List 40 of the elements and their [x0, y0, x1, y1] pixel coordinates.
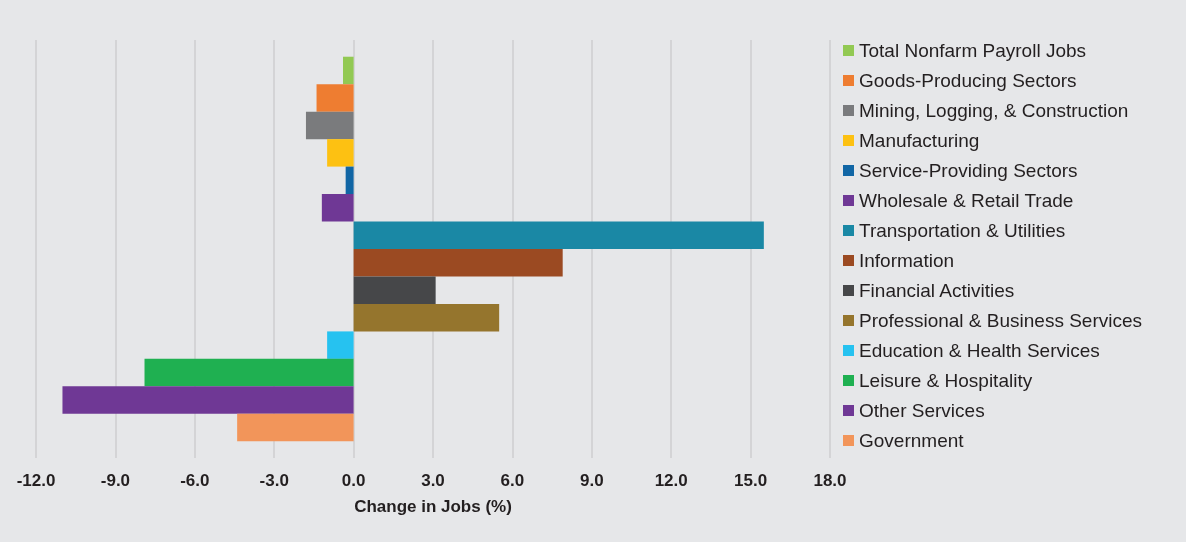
legend-label: Leisure & Hospitality	[859, 370, 1033, 391]
bar	[144, 358, 354, 387]
legend-label: Total Nonfarm Payroll Jobs	[859, 40, 1087, 61]
x-tick-label: 15.0	[734, 471, 768, 490]
bar	[353, 221, 764, 249]
x-tick-label: -6.0	[180, 471, 210, 490]
x-tick-label: 3.0	[421, 471, 445, 490]
bar	[343, 56, 354, 85]
legend-label: Mining, Logging, & Construction	[859, 100, 1129, 121]
x-tick-label: -9.0	[100, 471, 131, 490]
bar	[353, 249, 563, 277]
legend-label: Manufacturing	[859, 130, 980, 151]
bar	[327, 139, 354, 167]
bar	[345, 166, 354, 195]
bar	[353, 276, 436, 304]
bar	[316, 84, 354, 112]
legend-label: Service-Providing Sectors	[859, 160, 1078, 181]
x-tick-label: 0.0	[341, 471, 366, 490]
legend-label: Other Services	[859, 400, 985, 421]
x-axis-title: Change in Jobs (%)	[354, 497, 512, 516]
legend-label: Information	[859, 250, 955, 271]
legend-label: Wholesale & Retail Trade	[859, 190, 1074, 211]
x-tick-label: -12.0	[16, 471, 56, 490]
x-tick-label: 12.0	[654, 471, 688, 490]
bar	[327, 331, 354, 359]
legend-label: Education & Health Services	[859, 340, 1100, 361]
legend-label: Financial Activities	[859, 280, 1015, 301]
legend-label: Goods-Producing Sectors	[859, 70, 1077, 91]
legend-label: Transportation & Utilities	[859, 220, 1066, 241]
bar	[62, 386, 354, 414]
x-tick-label: 6.0	[500, 471, 525, 490]
x-tick-label: 9.0	[579, 471, 604, 490]
bar	[237, 413, 354, 442]
bar	[353, 303, 500, 332]
bar	[305, 111, 354, 140]
legend-label: Government	[859, 430, 965, 451]
x-tick-label: 18.0	[813, 471, 847, 490]
x-tick-label: -3.0	[259, 471, 289, 490]
bar	[321, 194, 354, 222]
legend-label: Professional & Business Services	[859, 310, 1143, 331]
